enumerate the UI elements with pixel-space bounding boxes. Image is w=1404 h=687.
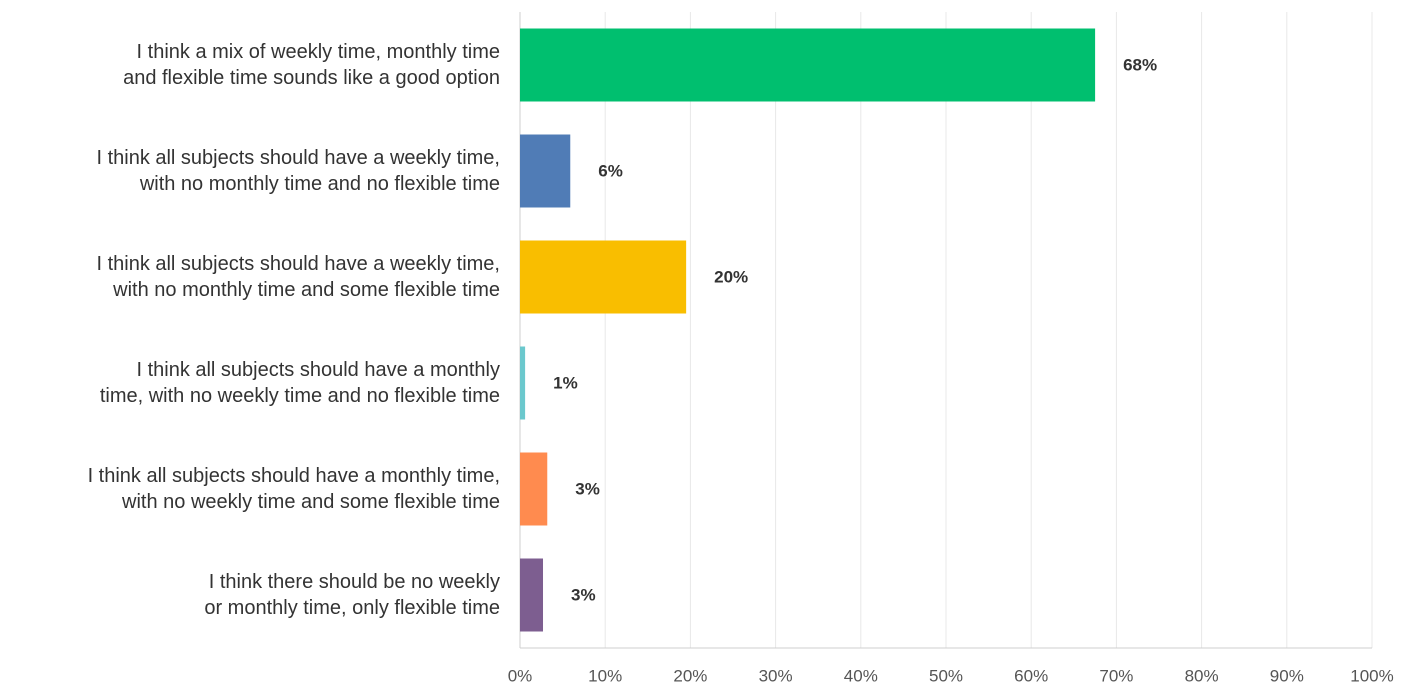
- x-tick-label: 50%: [929, 666, 963, 685]
- x-tick-label: 20%: [673, 666, 707, 685]
- x-tick-label: 30%: [759, 666, 793, 685]
- value-label: 68%: [1123, 55, 1157, 74]
- x-tick-label: 60%: [1014, 666, 1048, 685]
- x-tick-label: 0%: [508, 666, 533, 685]
- bar: [520, 240, 687, 314]
- category-label: I think all subjects should have a month…: [99, 359, 500, 407]
- x-tick-label: 100%: [1350, 666, 1393, 685]
- category-label: I think all subjects should have a weekl…: [96, 253, 500, 301]
- category-label: I think all subjects should have a weekl…: [96, 147, 500, 195]
- x-tick-label: 90%: [1270, 666, 1304, 685]
- x-tick-label: 80%: [1185, 666, 1219, 685]
- value-label: 1%: [553, 373, 578, 392]
- bar: [520, 452, 548, 526]
- bar: [520, 28, 1096, 102]
- value-label: 6%: [598, 161, 623, 180]
- x-tick-label: 40%: [844, 666, 878, 685]
- bar: [520, 346, 526, 420]
- value-label: 20%: [714, 267, 748, 286]
- category-label: I think all subjects should have a month…: [87, 465, 500, 513]
- bar: [520, 558, 544, 632]
- value-label: 3%: [575, 479, 600, 498]
- category-label: I think a mix of weekly time, monthly ti…: [123, 41, 500, 89]
- x-tick-label: 70%: [1099, 666, 1133, 685]
- bar: [520, 134, 571, 208]
- value-label: 3%: [571, 585, 596, 604]
- x-tick-label: 10%: [588, 666, 622, 685]
- category-label: I think there should be no weekly or mon…: [204, 571, 500, 619]
